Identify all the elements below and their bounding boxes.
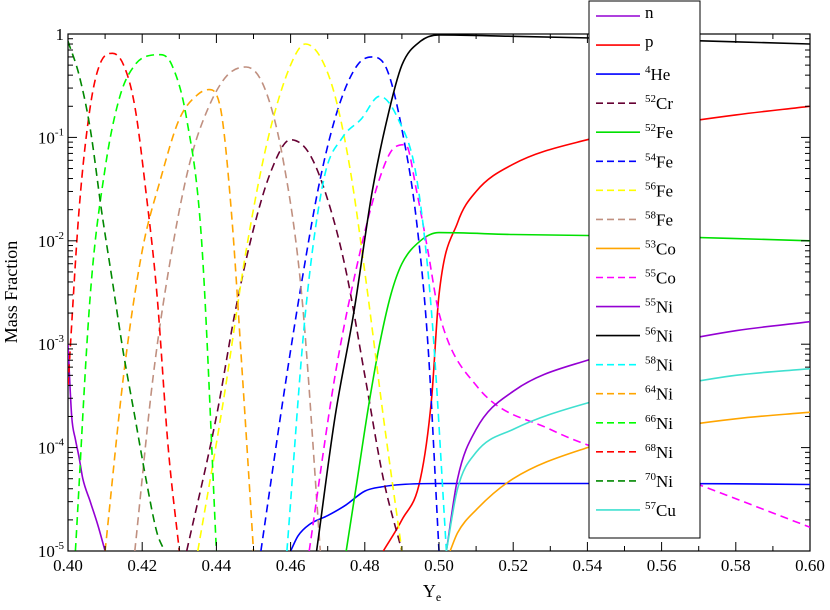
legend-entry: 52Cr	[596, 93, 673, 113]
legend-entry: 52Fe	[596, 122, 673, 142]
x-axis-title-main: Y	[423, 581, 436, 601]
legend-label: 66Ni	[645, 413, 673, 433]
legend-entry: 70Ni	[596, 471, 673, 491]
legend-label: n	[645, 3, 654, 22]
legend-box	[588, 0, 701, 539]
legend-entry: 56Fe	[596, 180, 673, 200]
y-tick-label: 10-1	[38, 126, 64, 147]
x-tick-label: 0.56	[647, 556, 677, 575]
series-line-54Fe	[260, 56, 440, 551]
legend-label: 58Fe	[645, 209, 673, 229]
legend-label: 53Co	[645, 238, 676, 258]
x-tick-label: 0.58	[721, 556, 751, 575]
legend-label: 56Fe	[645, 180, 673, 200]
legend-label: 56Ni	[645, 326, 673, 346]
x-tick-label: 0.40	[53, 556, 83, 575]
series-line-66Ni	[74, 53, 218, 551]
series-line-55Co	[308, 143, 810, 551]
series-line-68Ni	[68, 52, 181, 551]
y-tick-label: 10-5	[38, 540, 65, 561]
legend-entry: 57Cu	[596, 500, 676, 520]
series-line-55Ni	[445, 320, 810, 551]
x-axis-title: Ye	[423, 581, 441, 604]
legend-label: 58Ni	[645, 355, 673, 375]
y-tick-label: 10-3	[38, 333, 65, 354]
x-tick-label: 0.50	[424, 556, 454, 575]
series-line-70Ni	[68, 41, 166, 551]
legend-label: 52Fe	[645, 122, 673, 142]
legend-entry: 56Ni	[596, 326, 673, 346]
series-line-52Cr	[185, 138, 403, 551]
series-line-56Fe	[197, 43, 403, 551]
y-tick-label: 10-2	[38, 230, 64, 251]
legend-label: 70Ni	[645, 471, 673, 491]
legend-label: 55Co	[645, 268, 676, 288]
legend-label: p	[645, 32, 654, 51]
legend-entry: 58Ni	[596, 355, 673, 375]
legend-entry: 4He	[596, 64, 670, 84]
series-line-53Co	[449, 411, 810, 551]
series-line-64Ni	[104, 88, 255, 551]
legend-entry: n	[596, 3, 654, 22]
y-tick-label: 10-4	[38, 437, 65, 458]
x-tick-label: 0.46	[276, 556, 306, 575]
series-line-57Cu	[445, 367, 810, 551]
legend-entry: 58Fe	[596, 209, 673, 229]
legend-entry: p	[596, 32, 654, 51]
legend-entry: 53Co	[596, 238, 676, 258]
x-tick-label: 0.54	[573, 556, 603, 575]
series-line-58Ni	[286, 95, 448, 551]
axes-layer: 0.40 0.42 0.44 0.46 0.48 0.50 0.52 0.54 0.56 0.58…	[38, 25, 825, 575]
x-tick-label: 0.48	[350, 556, 380, 575]
y-tick-label: 1	[56, 25, 65, 44]
legend-label: 64Ni	[645, 384, 673, 404]
x-tick-label: 0.44	[202, 556, 232, 575]
series-layer	[68, 34, 810, 551]
y-axis-title: Mass Fraction	[1, 241, 21, 344]
legend-entry: 68Ni	[596, 442, 673, 462]
legend-label: 4He	[645, 64, 670, 84]
legend: np 4He 52Cr 52Fe 54Fe 56Fe 58Fe 53Co 55Co 55Ni 56N…	[588, 0, 701, 539]
legend-label: 55Ni	[645, 297, 673, 317]
x-tick-label: 0.52	[498, 556, 528, 575]
legend-label: 57Cu	[645, 500, 676, 520]
legend-label: 54Fe	[645, 151, 673, 171]
x-tick-label: 0.42	[127, 556, 157, 575]
legend-entry: 66Ni	[596, 413, 673, 433]
legend-label: 68Ni	[645, 442, 673, 462]
legend-label: 52Cr	[645, 93, 673, 113]
legend-entry: 55Co	[596, 268, 676, 288]
x-axis-title-subscript: e	[436, 590, 441, 604]
legend-entry: 64Ni	[596, 384, 673, 404]
x-tick-label: 0.60	[795, 556, 825, 575]
legend-entry: 54Fe	[596, 151, 673, 171]
legend-entry: 55Ni	[596, 297, 673, 317]
